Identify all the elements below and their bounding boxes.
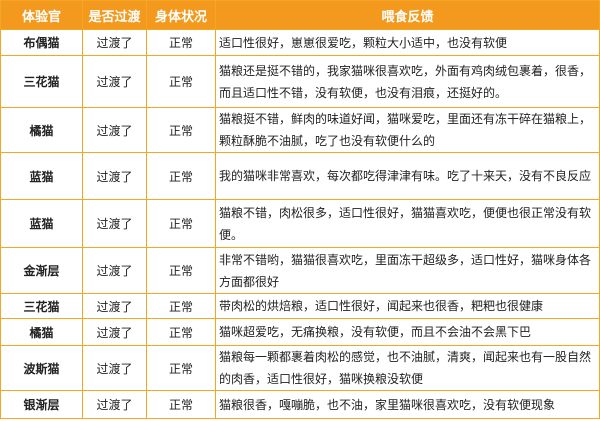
transition-cell: 过渡了 [82,247,147,294]
transition-cell: 过渡了 [82,152,147,200]
col-header-health: 身体状况 [146,0,216,30]
table-row: 蓝猫 过渡了 正常 我的猫咪非常喜欢，每次都吃得津津有味。吃了十来天，没有不良反应 [0,152,600,200]
table-row: 橘猫 过渡了 正常 猫咪超爱吃，无痛换粮，没有软便，而且不会油不会黑下巴 [0,318,600,346]
feedback-cell: 适口性很好，崽崽很爱吃，颗粒大小适中，也没有软便 [215,29,600,56]
health-cell: 正常 [146,390,216,419]
transition-cell: 过渡了 [82,318,147,346]
feedback-cell: 猫粮不错，肉松很多，适口性很好，猫猫喜欢吃，便便也很正常没有软便。 [215,199,600,248]
feedback-cell: 猫粮每一颗都裹着肉松的感觉，也不油腻，清爽，闻起来也有一股自然的肉香，适口性很好… [215,345,600,391]
table-row: 布偶猫 过渡了 正常 适口性很好，崽崽很爱吃，颗粒大小适中，也没有软便 [0,29,600,56]
cat-cell: 三花猫 [0,55,83,108]
health-cell: 正常 [146,318,216,346]
feedback-cell: 非常不错哟，猫猫很喜欢吃，里面冻干超级多，适口性好，猫咪身体各方面都很好 [215,247,600,294]
table-row: 波斯猫 过渡了 正常 猫粮每一颗都裹着肉松的感觉，也不油腻，清爽，闻起来也有一股自然的… [0,345,600,391]
transition-cell: 过渡了 [82,345,147,391]
transition-cell: 过渡了 [82,29,147,56]
health-cell: 正常 [146,345,216,391]
health-cell: 正常 [146,199,216,248]
health-cell: 正常 [146,152,216,200]
feedback-cell: 带肉松的烘焙粮，适口性很好，闻起来也很香，粑粑也很健康 [215,293,600,319]
health-cell: 正常 [146,247,216,294]
feedback-cell: 猫咪超爱吃，无痛换粮，没有软便，而且不会油不会黑下巴 [215,318,600,346]
health-cell: 正常 [146,293,216,319]
transition-cell: 过渡了 [82,107,147,153]
table-row: 橘猫 过渡了 正常 猫粮挺不错，鲜肉的味道好闻，猫咪爱吃，里面还有冻干碎在猫粮上，颗粒… [0,107,600,153]
cat-cell: 波斯猫 [0,345,83,391]
feedback-cell: 猫粮很香，嘎嘣脆，也不油，家里猫咪很喜欢吃，没有软便现象 [215,390,600,419]
cat-cell: 橘猫 [0,107,83,153]
cat-cell: 橘猫 [0,318,83,346]
table-row: 蓝猫 过渡了 正常 猫粮不错，肉松很多，适口性很好，猫猫喜欢吃，便便也很正常没有软便。 [0,199,600,248]
col-header-feedback: 喂食反馈 [215,0,600,30]
transition-cell: 过渡了 [82,55,147,108]
cat-cell: 布偶猫 [0,29,83,56]
cat-cell: 三花猫 [0,293,83,319]
health-cell: 正常 [146,107,216,153]
feedback-cell: 猫粮还是挺不错的，我家猫咪很喜欢吃，外面有鸡肉绒包裹着，很香，而且适口性不错，没… [215,55,600,108]
cat-cell: 蓝猫 [0,152,83,200]
health-cell: 正常 [146,55,216,108]
cat-cell: 金渐层 [0,247,83,294]
cat-cell: 银渐层 [0,390,83,419]
table-row: 三花猫 过渡了 正常 带肉松的烘焙粮，适口性很好，闻起来也很香，粑粑也很健康 [0,293,600,319]
col-header-tester: 体验官 [0,0,83,30]
header-row: 体验官 是否过渡 身体状况 喂食反馈 [0,0,600,30]
transition-cell: 过渡了 [82,293,147,319]
table-row: 三花猫 过渡了 正常 猫粮还是挺不错的，我家猫咪很喜欢吃，外面有鸡肉绒包裹着，很香，而… [0,55,600,108]
col-header-transition: 是否过渡 [82,0,147,30]
health-cell: 正常 [146,29,216,56]
cat-cell: 蓝猫 [0,199,83,248]
table-row: 金渐层 过渡了 正常 非常不错哟，猫猫很喜欢吃，里面冻干超级多，适口性好，猫咪身体各方… [0,247,600,294]
feedback-cell: 猫粮挺不错，鲜肉的味道好闻，猫咪爱吃，里面还有冻干碎在猫粮上，颗粒酥脆不油腻，吃… [215,107,600,153]
transition-cell: 过渡了 [82,390,147,419]
feedback-cell: 我的猫咪非常喜欢，每次都吃得津津有味。吃了十来天，没有不良反应 [215,152,600,200]
transition-cell: 过渡了 [82,199,147,248]
table-row: 银渐层 过渡了 正常 猫粮很香，嘎嘣脆，也不油，家里猫咪很喜欢吃，没有软便现象 [0,390,600,419]
